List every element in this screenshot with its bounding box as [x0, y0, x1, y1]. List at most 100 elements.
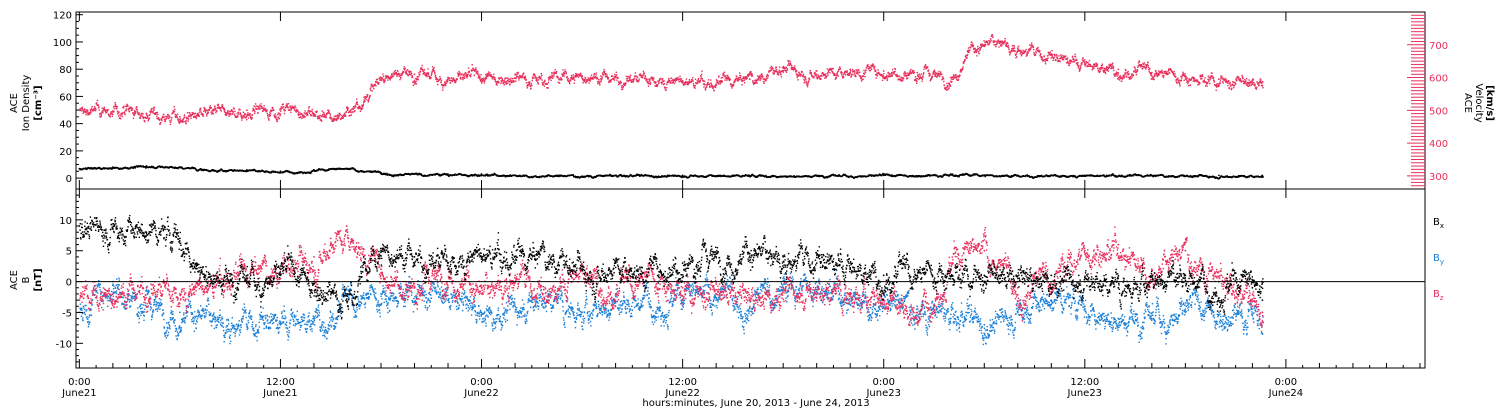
velocity-point [1033, 49, 1034, 50]
velocity-point [747, 78, 748, 79]
velocity-point [1019, 50, 1020, 51]
velocity-point [470, 76, 471, 77]
velocity-point [107, 109, 108, 110]
velocity-point [710, 79, 711, 80]
velocity-point [588, 77, 589, 78]
velocity-point [402, 73, 403, 74]
velocity-point [215, 109, 216, 110]
velocity-point [253, 105, 254, 106]
velocity-point [906, 75, 907, 76]
velocity-point [404, 66, 405, 67]
velocity-point [763, 81, 764, 82]
velocity-point [1021, 50, 1022, 51]
velocity-point [330, 114, 331, 115]
velocity-point [234, 115, 235, 116]
velocity-point [245, 114, 246, 115]
velocity-point [1087, 62, 1088, 63]
velocity-point [132, 109, 133, 110]
velocity-point [978, 48, 979, 49]
velocity-point [342, 116, 343, 117]
velocity-point [400, 77, 401, 78]
velocity-point [120, 118, 121, 119]
velocity-point [207, 110, 208, 111]
velocity-point [1102, 64, 1103, 65]
velocity-point [366, 99, 367, 100]
velocity-point [334, 116, 335, 117]
velocity-point [526, 82, 527, 83]
velocity-point [744, 80, 745, 81]
velocity-point [962, 69, 963, 70]
velocity-point [628, 76, 629, 77]
velocity-point [700, 80, 701, 81]
velocity-point [934, 69, 935, 70]
velocity-point [1124, 74, 1125, 75]
velocity-point [958, 79, 959, 80]
velocity-point [635, 75, 636, 76]
velocity-point [570, 80, 571, 81]
velocity-point [86, 113, 87, 114]
velocity-point [616, 72, 617, 73]
velocity-point [1055, 59, 1056, 60]
velocity-point [122, 116, 123, 117]
velocity-point [383, 82, 384, 83]
velocity-point [157, 114, 158, 115]
velocity-point [459, 74, 460, 75]
velocity-point [760, 75, 761, 76]
velocity-point [1124, 77, 1125, 78]
velocity-point [868, 68, 869, 69]
velocity-point [998, 46, 999, 47]
velocity-point [676, 80, 677, 81]
velocity-point [760, 78, 761, 79]
velocity-point [951, 81, 952, 82]
velocity-point [1090, 64, 1091, 65]
velocity-point [756, 82, 757, 83]
velocity-point [940, 71, 941, 72]
velocity-point [1029, 50, 1030, 51]
velocity-point [400, 75, 401, 76]
velocity-point [335, 115, 336, 116]
velocity-point [527, 87, 528, 88]
velocity-point [361, 105, 362, 106]
velocity-point [786, 72, 787, 73]
velocity-point [1133, 75, 1134, 76]
velocity-point [258, 106, 259, 107]
ace-solar-wind-figure: 020406080100120300400500600700 ACE Ion D… [0, 0, 1500, 410]
velocity-point [475, 67, 476, 68]
velocity-point [813, 76, 814, 77]
velocity-point [779, 67, 780, 68]
velocity-point [1016, 53, 1017, 54]
velocity-point [246, 116, 247, 117]
velocity-point [348, 108, 349, 109]
velocity-point [1018, 46, 1019, 47]
velocity-point [529, 81, 530, 82]
velocity-point [118, 115, 119, 116]
velocity-point [304, 116, 305, 117]
velocity-point [723, 74, 724, 75]
velocity-point [277, 114, 278, 115]
velocity-point [855, 76, 856, 77]
velocity-point [1035, 54, 1036, 55]
velocity-point [179, 119, 180, 120]
velocity-point [829, 69, 830, 70]
velocity-point [266, 111, 267, 112]
velocity-point [459, 72, 460, 73]
velocity-point [300, 116, 301, 117]
velocity-point [423, 73, 424, 74]
velocity-point [693, 85, 694, 86]
velocity-point [854, 73, 855, 74]
velocity-point [1135, 70, 1136, 71]
velocity-point [433, 67, 434, 68]
velocity-point [1061, 56, 1062, 57]
velocity-point [1085, 65, 1086, 66]
velocity-point [915, 76, 916, 77]
velocity-point [1075, 54, 1076, 55]
velocity-point [186, 120, 187, 121]
velocity-point [263, 105, 264, 106]
velocity-point [613, 78, 614, 79]
velocity-point [573, 76, 574, 77]
velocity-point [827, 68, 828, 69]
velocity-point [280, 113, 281, 114]
velocity-point [630, 76, 631, 77]
velocity-point [1042, 57, 1043, 58]
velocity-point [415, 81, 416, 82]
